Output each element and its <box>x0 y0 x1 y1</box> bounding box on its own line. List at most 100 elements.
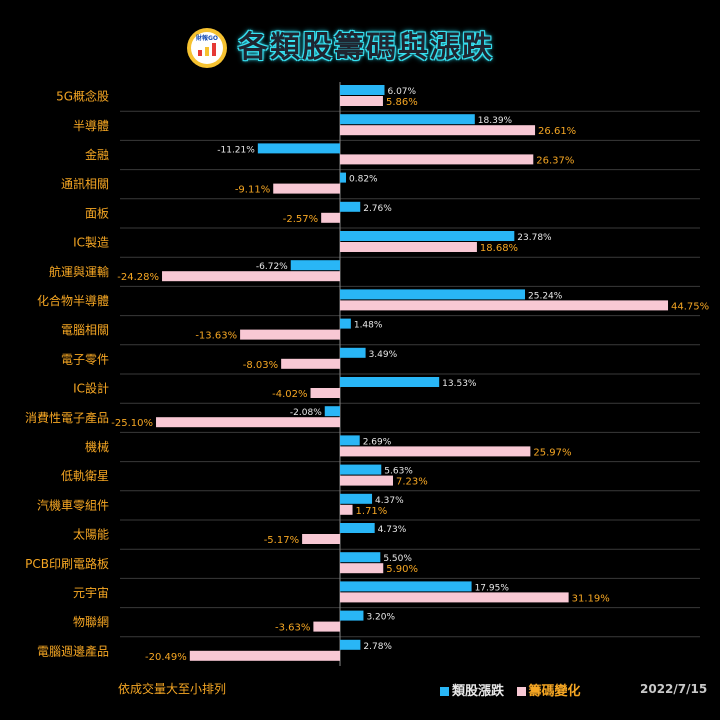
data-label-change: -2.08% <box>290 408 322 418</box>
logo-text: 財報GO <box>195 35 219 42</box>
bar-change <box>340 464 382 475</box>
category-label: 低軌衛星 <box>61 468 109 483</box>
bar-change <box>340 201 361 212</box>
data-label-chips: -3.63% <box>275 623 310 634</box>
category-label: PCB印刷電路板 <box>25 556 109 571</box>
data-label-change: -11.21% <box>217 145 255 155</box>
bar-change <box>340 581 472 592</box>
bar-change <box>257 143 340 154</box>
data-label-change: 3.20% <box>366 613 395 623</box>
category-label: 消費性電子產品 <box>25 410 109 425</box>
data-label-change: 13.53% <box>442 379 477 389</box>
category-label: 金融 <box>85 147 109 162</box>
category-label: 半導體 <box>73 119 109 133</box>
bar-chips <box>162 271 340 282</box>
report-date: 2022/7/15 <box>640 682 708 696</box>
bar-chips <box>340 96 383 106</box>
data-label-chips: -2.57% <box>283 214 318 225</box>
bar-change <box>324 406 340 417</box>
bar-chips <box>189 650 340 661</box>
data-label-change: 2.69% <box>363 437 392 447</box>
data-label-chips: 5.86% <box>386 97 418 108</box>
bar-change <box>340 523 375 533</box>
data-label-chips: 25.97% <box>533 447 571 458</box>
data-label-change: 2.78% <box>363 642 392 652</box>
data-label-change: 1.48% <box>354 321 383 331</box>
bar-chips <box>340 125 536 136</box>
category-label: 電腦相關 <box>61 322 109 337</box>
data-label-change: 3.49% <box>369 350 398 360</box>
bar-change <box>340 231 515 241</box>
bar-chips <box>340 563 384 574</box>
data-label-chips: -8.03% <box>243 360 278 371</box>
bar-chips <box>340 242 477 252</box>
category-label: 物聯網 <box>73 615 109 629</box>
bar-chips <box>156 417 340 428</box>
category-label: 5G概念股 <box>56 89 109 104</box>
category-label: 汽機車零組件 <box>37 497 109 512</box>
data-label-chips: 5.90% <box>386 564 418 575</box>
data-label-change: 0.82% <box>349 175 378 185</box>
bar-chips <box>310 388 340 398</box>
header: 財報GO 各類股籌碼與漲跌 <box>0 0 720 80</box>
data-label-change: 17.95% <box>475 583 510 593</box>
data-label-chips: -13.63% <box>195 331 237 342</box>
data-label-change: 25.24% <box>528 291 563 301</box>
bar-change <box>340 318 351 329</box>
category-label: 通訊相關 <box>61 176 109 191</box>
data-label-chips: 7.23% <box>396 477 428 488</box>
legend-swatch-chips <box>516 687 526 696</box>
bar-change <box>340 493 373 504</box>
bar-change <box>340 552 381 563</box>
sort-note: 依成交量大至小排列 <box>118 682 227 696</box>
bar-chips <box>240 329 340 340</box>
bar-chips <box>340 504 353 515</box>
bar-chips <box>340 446 531 457</box>
category-label: 化合物半導體 <box>37 293 109 308</box>
data-label-chips: 18.68% <box>480 243 518 254</box>
data-label-chips: -25.10% <box>111 418 153 429</box>
bar-chips <box>321 212 340 223</box>
legend-label-change: 類股漲跌 <box>452 684 505 699</box>
app-logo: 財報GO <box>187 28 227 68</box>
data-label-change: 23.78% <box>517 233 552 243</box>
category-label: 面板 <box>85 206 109 220</box>
chart-title: 各類股籌碼與漲跌 <box>238 30 494 65</box>
data-label-chips: 26.61% <box>538 126 576 137</box>
bar-chips <box>273 183 340 194</box>
data-label-chips: 26.37% <box>536 155 574 166</box>
data-label-chips: 44.75% <box>671 301 709 312</box>
bar-chips <box>340 300 669 311</box>
data-label-chips: 31.19% <box>572 593 610 604</box>
legend-swatch-change <box>440 687 449 696</box>
category-label: 太陽能 <box>73 527 109 542</box>
legend-item-chips: 籌碼變化 <box>516 680 581 699</box>
data-label-chips: -9.11% <box>235 185 270 196</box>
chart-legend: 類股漲跌 籌碼變化 <box>440 680 589 699</box>
category-label: 電子零件 <box>61 352 109 366</box>
category-label: 航運與運輸 <box>49 264 109 279</box>
data-label-change: 4.73% <box>378 525 407 535</box>
data-label-change: 6.07% <box>387 87 416 97</box>
bar-chips <box>340 592 569 603</box>
bar-change <box>340 114 475 125</box>
data-label-chips: 1.71% <box>356 506 388 517</box>
bar-chips <box>340 154 534 165</box>
bar-chips <box>340 475 393 486</box>
data-label-chips: -5.17% <box>264 535 299 546</box>
bar-change <box>340 639 361 650</box>
data-label-change: 5.63% <box>384 467 413 477</box>
bar-change <box>290 260 340 271</box>
bar-change <box>340 85 385 95</box>
category-label: IC製造 <box>73 236 109 250</box>
data-label-change: 4.37% <box>375 496 404 506</box>
bar-change <box>340 289 526 300</box>
bar-change <box>340 347 366 358</box>
bar-change <box>340 610 364 621</box>
data-label-change: 18.39% <box>478 116 513 126</box>
bar-change <box>340 435 360 446</box>
data-label-change: 5.50% <box>383 554 412 564</box>
data-label-chips: -20.49% <box>145 652 187 663</box>
rising-bars-logo-icon <box>198 43 216 56</box>
